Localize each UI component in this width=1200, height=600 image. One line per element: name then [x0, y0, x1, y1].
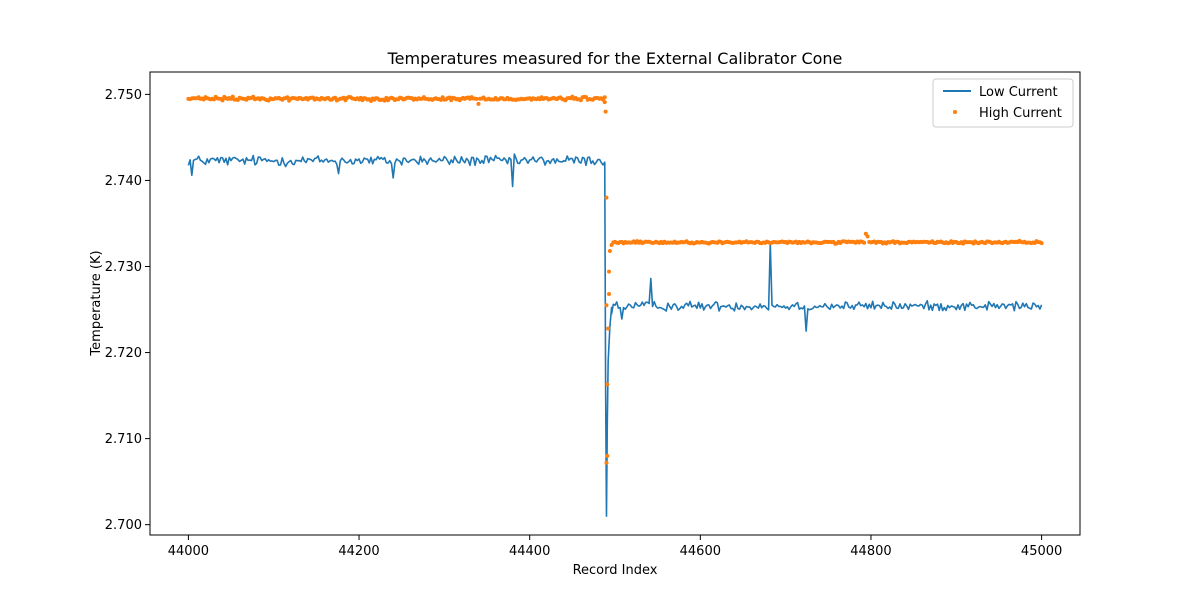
legend-low-current-label: Low Current	[979, 85, 1058, 100]
high-current-point	[604, 460, 609, 465]
y-tick-label: 2.720	[105, 346, 142, 361]
series-low-current	[187, 153, 1043, 517]
series-high-current	[186, 94, 1044, 465]
legend-high-current-marker	[953, 110, 957, 114]
high-current-point	[474, 96, 479, 101]
x-axis-label: Record Index	[573, 563, 658, 578]
high-current-point	[602, 100, 607, 105]
y-tick-label: 2.730	[105, 260, 142, 275]
y-tick-label: 2.740	[105, 174, 142, 189]
high-current-point	[230, 94, 235, 99]
x-tick-label: 45000	[1021, 544, 1062, 559]
high-current-point	[1039, 241, 1044, 246]
x-tick-label: 44000	[168, 544, 209, 559]
high-current-point	[606, 326, 611, 331]
high-current-point	[607, 249, 612, 253]
high-current-point	[605, 382, 610, 387]
high-current-point	[602, 95, 607, 100]
plot-area: 44000 44200 44400 44600 44800 45000 2.700 2.71…	[105, 71, 1081, 559]
high-current-point	[476, 101, 481, 106]
high-current-point	[862, 240, 867, 245]
legend: Low Current High Current	[932, 78, 1074, 128]
high-current-point	[604, 195, 609, 200]
y-tick-label: 2.710	[105, 432, 142, 447]
x-tick-label: 44800	[850, 544, 891, 559]
x-tick-label: 44400	[509, 544, 550, 559]
high-current-point	[605, 453, 610, 458]
high-current-point	[220, 98, 225, 103]
x-tick-label: 44200	[338, 544, 379, 559]
high-current-point	[607, 292, 612, 297]
x-tick-label: 44600	[680, 544, 721, 559]
high-current-point	[865, 234, 870, 239]
y-axis-ticks: 2.700 2.710 2.720 2.730 2.740 2.750	[105, 88, 150, 533]
high-current-point	[603, 109, 608, 114]
series-layer	[186, 94, 1044, 517]
y-tick-label: 2.750	[105, 88, 142, 103]
legend-high-current-label: High Current	[979, 106, 1062, 121]
high-current-point	[285, 95, 290, 100]
y-axis-label: Temperature (K)	[89, 250, 104, 356]
high-current-point	[578, 98, 583, 103]
chart-title: Temperatures measured for the External C…	[387, 49, 843, 68]
high-current-point	[607, 269, 612, 274]
low-current-line	[187, 153, 1043, 517]
x-axis-ticks: 44000 44200 44400 44600 44800 45000	[168, 535, 1062, 559]
y-tick-label: 2.700	[105, 518, 142, 533]
high-current-point	[604, 303, 609, 308]
